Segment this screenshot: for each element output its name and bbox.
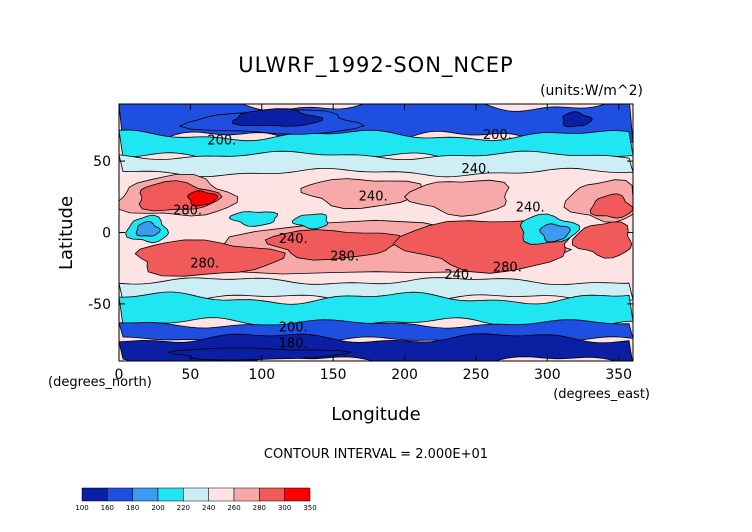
- units-label: (units:W/m^2): [540, 83, 643, 99]
- colorbar-swatch: [183, 487, 209, 502]
- contour-labels: 200. 200. 240. 240. 240. 280. 240. 280. 280. 280.…: [173, 128, 545, 351]
- colorbar-swatch: [132, 487, 159, 502]
- colorbar-label: 200: [151, 504, 164, 512]
- contour-region: [264, 229, 404, 261]
- x-tick-label: 50: [181, 367, 199, 383]
- contour-region: [228, 211, 279, 227]
- contour-region: [300, 178, 423, 210]
- contour-label: 280.: [173, 204, 202, 219]
- contour-region: [135, 221, 161, 237]
- contour-label: 280.: [493, 261, 522, 276]
- colorbar-swatch: [284, 487, 311, 502]
- contour-region: [589, 193, 633, 219]
- contour-label: 240.: [516, 201, 545, 216]
- colorbar-label: 300: [278, 504, 291, 512]
- contour-label: 240.: [359, 189, 388, 204]
- colorbar-label: 260: [227, 504, 240, 512]
- x-unit-label: (degrees_east): [553, 387, 650, 402]
- contour-label: 240.: [279, 232, 308, 247]
- chart-title: ULWRF_1992-SON_NCEP: [238, 53, 513, 78]
- colorbar-swatch: [233, 487, 260, 502]
- x-tick-label: 200: [391, 367, 418, 383]
- contour-label: 240.: [461, 162, 490, 177]
- contour-region: [571, 221, 633, 259]
- colorbar-label: 160: [101, 504, 114, 512]
- colorbar-label: 220: [177, 504, 190, 512]
- contour-band-north-subtrop: [119, 150, 633, 178]
- y-tick-label: -50: [88, 297, 111, 313]
- contour-region: [167, 347, 352, 361]
- contour-label: 280.: [330, 249, 359, 264]
- x-tick-label: 250: [463, 367, 490, 383]
- contour-region: [291, 213, 329, 230]
- contour-region: [187, 190, 219, 207]
- contour-label: 200.: [207, 134, 236, 149]
- x-tick-label: 100: [248, 367, 275, 383]
- colorbar-label: 180: [126, 504, 139, 512]
- x-tick-label: 0: [115, 367, 124, 383]
- contour-band-south-subtrop: [119, 277, 633, 303]
- contour-region: [231, 108, 324, 127]
- x-tick-label: 350: [605, 367, 632, 383]
- contour-field: [119, 104, 633, 361]
- x-tick-label: 300: [534, 367, 561, 383]
- colorbar-swatch: [81, 487, 108, 502]
- contour-interval-note: CONTOUR INTERVAL = 2.000E+01: [264, 447, 488, 462]
- contour-label: 200.: [279, 321, 308, 336]
- contour-label: 200.: [483, 128, 512, 143]
- contour-label: 280.: [190, 256, 219, 271]
- y-axis-title: Latitude: [56, 196, 77, 270]
- y-axis: -50 0 50: [88, 154, 633, 313]
- colorbar: 100 160 180 200 220 240 260 280 300 350: [75, 487, 317, 512]
- contour-label: 240.: [444, 268, 473, 283]
- colorbar-swatch: [208, 487, 235, 502]
- colorbar-swatch: [107, 487, 133, 502]
- x-axis-title: Longitude: [331, 404, 421, 425]
- contour-region: [539, 223, 571, 243]
- contour-region: [562, 111, 593, 128]
- y-tick-label: 0: [102, 226, 111, 242]
- colorbar-swatch: [157, 487, 184, 502]
- x-tick-label: 150: [320, 367, 347, 383]
- colorbar-label: 240: [202, 504, 215, 512]
- contour-region: [403, 179, 510, 217]
- contour-label: 180.: [279, 336, 308, 351]
- colorbar-label: 280: [253, 504, 266, 512]
- y-tick-label: 50: [93, 154, 111, 170]
- contour-region: [134, 239, 286, 277]
- colorbar-label: 100: [75, 504, 88, 512]
- y-unit-label: (degrees_north): [48, 375, 152, 390]
- colorbar-swatch: [259, 487, 285, 502]
- x-axis: 0 50 100 150 200 250 300 350: [115, 104, 632, 383]
- colorbar-label: 350: [303, 504, 316, 512]
